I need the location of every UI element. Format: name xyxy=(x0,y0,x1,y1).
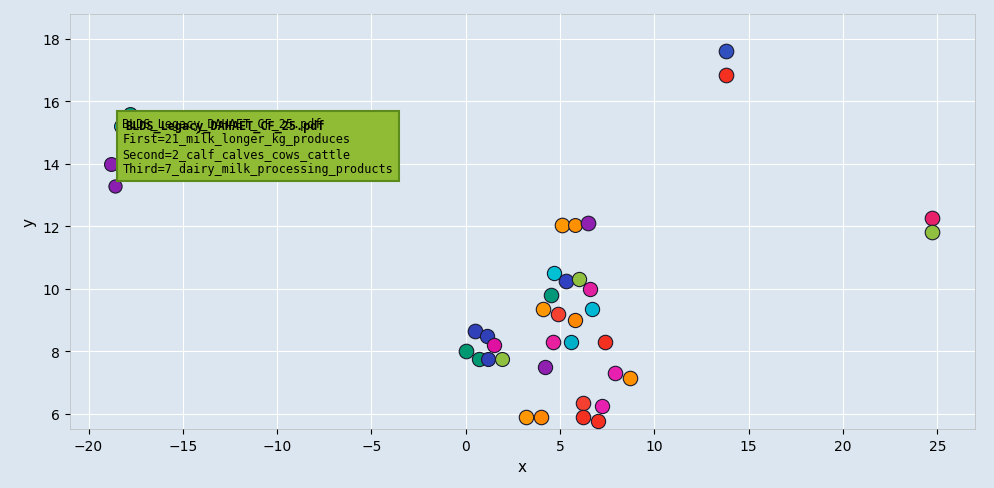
Point xyxy=(583,305,599,313)
Point xyxy=(554,221,570,229)
Point xyxy=(120,163,136,171)
Point xyxy=(580,220,595,227)
Text: BLDS_Legacy_DAHAET_CF_25.pdf
First=21_milk_longer_kg_produces
Second=2_calf_calv: BLDS_Legacy_DAHAET_CF_25.pdf First=21_mi… xyxy=(122,118,393,176)
Point xyxy=(575,414,590,422)
Point xyxy=(112,123,128,131)
Point xyxy=(107,183,123,190)
Point xyxy=(563,338,579,346)
Point xyxy=(518,413,534,421)
Point xyxy=(467,327,483,335)
Point xyxy=(535,305,551,313)
Point xyxy=(546,269,562,277)
Point xyxy=(621,374,637,382)
Point xyxy=(575,399,590,407)
Point xyxy=(718,48,734,56)
Point xyxy=(533,413,549,421)
Point xyxy=(480,355,496,363)
Point xyxy=(493,355,509,363)
Point xyxy=(567,221,582,229)
Point xyxy=(550,310,566,318)
Text: BLDS_Legacy_DAHAET_CF_25.pdf: BLDS_Legacy_DAHAET_CF_25.pdf xyxy=(125,119,324,132)
Point xyxy=(457,347,473,355)
Point xyxy=(122,111,138,119)
Point xyxy=(103,161,119,168)
Point xyxy=(470,355,486,363)
Point xyxy=(922,215,938,223)
Point xyxy=(606,369,622,377)
Y-axis label: y: y xyxy=(22,218,37,226)
Point xyxy=(922,229,938,237)
X-axis label: x: x xyxy=(517,459,527,474)
Point xyxy=(478,332,494,340)
Point xyxy=(718,72,734,80)
Point xyxy=(571,276,586,284)
Point xyxy=(558,277,574,285)
Point xyxy=(537,363,553,371)
Point xyxy=(593,402,609,410)
Point xyxy=(542,291,558,299)
Point xyxy=(567,316,582,324)
Point xyxy=(486,341,502,349)
Point xyxy=(581,285,597,293)
Point xyxy=(596,338,612,346)
Point xyxy=(589,417,605,425)
Point xyxy=(544,338,560,346)
